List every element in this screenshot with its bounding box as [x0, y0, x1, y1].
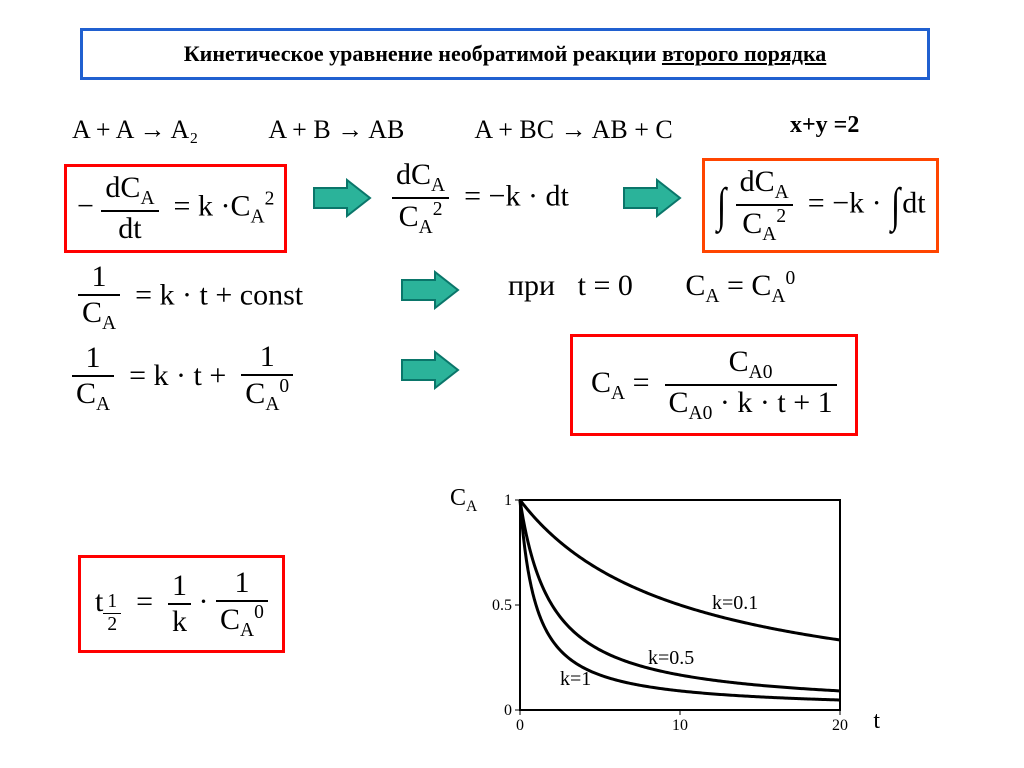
- arrow-icon: [622, 178, 682, 218]
- eq-integrated-const: 1 CA = k · t + const: [78, 260, 303, 335]
- svg-text:10: 10: [672, 717, 688, 734]
- svg-text:20: 20: [832, 717, 848, 734]
- arrow-icon: [400, 270, 460, 310]
- eq-initial-condition: при t = 0 CA = CA0: [508, 268, 795, 308]
- eq-half-life: t12 = 1 k · 1 CA0: [78, 555, 285, 653]
- reaction-1: A + A → A₂: [72, 115, 198, 145]
- eq-integrated-resolved: 1 CA = k · t + 1 CA0: [72, 340, 293, 416]
- svg-text:0: 0: [516, 717, 524, 734]
- eq-ca-solution: CA = CA0 CA0 · k · t + 1: [570, 334, 858, 436]
- chart-ylabel: CA: [450, 485, 477, 516]
- chart-xlabel: t: [873, 708, 880, 735]
- svg-text:k=0.5: k=0.5: [648, 647, 694, 669]
- title-box: Кинетическое уравнение необратимой реакц…: [80, 28, 930, 80]
- arrow-icon: [400, 350, 460, 390]
- chart-svg: 0 10 20 0 0.5 1 k=0.1 k=0.5 k=1: [480, 490, 860, 740]
- order-condition: x+y =2: [790, 112, 859, 139]
- eq-separated: dCA CA2 = −k · dt: [392, 158, 569, 239]
- eq-rate-law: − dCA dt = k ·CA2: [64, 164, 287, 253]
- svg-text:k=0.1: k=0.1: [712, 592, 758, 614]
- svg-text:0: 0: [504, 702, 512, 719]
- svg-text:k=1: k=1: [560, 668, 591, 690]
- svg-text:0.5: 0.5: [492, 597, 512, 614]
- eq-integral: ∫ dCA CA2 = −k · ∫dt: [702, 158, 939, 253]
- arrow-icon: [312, 178, 372, 218]
- svg-text:1: 1: [504, 492, 512, 509]
- reaction-2: A + B → AB: [268, 115, 404, 145]
- decay-chart: CA 0102000.51k=0.1k=0.5k=1 t: [480, 490, 860, 740]
- title-prefix: Кинетическое уравнение необратимой реакц…: [184, 41, 662, 66]
- reaction-3: A + BC → AB + C: [474, 115, 672, 145]
- reactions-row: A + A → A₂ A + B → AB A + BC → AB + C: [72, 115, 673, 145]
- title-underlined: второго порядка: [662, 41, 826, 66]
